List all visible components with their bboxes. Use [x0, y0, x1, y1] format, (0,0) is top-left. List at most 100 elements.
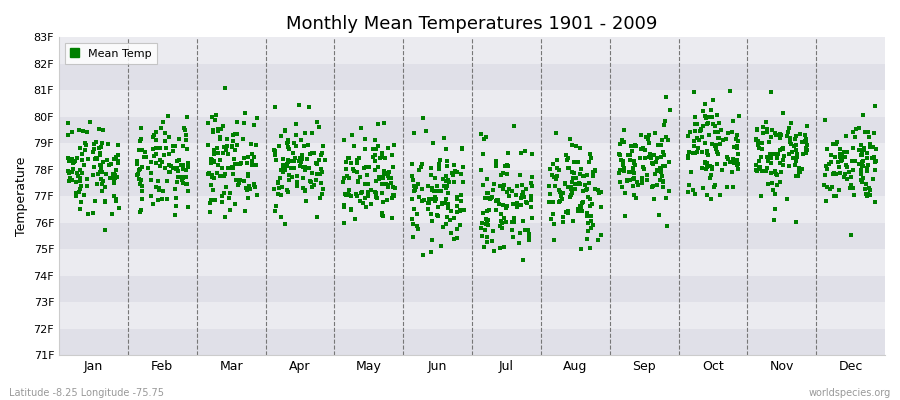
Point [519, 186, 534, 192]
Point [147, 152, 161, 159]
Point [681, 132, 696, 139]
Point [289, 143, 303, 150]
Point [681, 149, 696, 156]
Point [616, 127, 631, 133]
Point [68, 179, 83, 186]
Point [275, 184, 290, 190]
Point [205, 174, 220, 180]
Point [249, 192, 264, 198]
Point [214, 199, 229, 206]
Point [550, 165, 564, 172]
Point [73, 176, 87, 182]
Point [364, 187, 378, 194]
Point [656, 178, 670, 184]
Point [647, 152, 662, 158]
Point [851, 146, 866, 153]
Point [782, 151, 796, 158]
Point [620, 178, 634, 185]
Point [846, 185, 860, 191]
Point [780, 133, 795, 139]
Point [310, 214, 324, 220]
Point [315, 169, 329, 176]
Point [290, 182, 304, 189]
Point [368, 166, 382, 173]
Point [616, 160, 630, 166]
Point [302, 104, 316, 110]
Point [69, 170, 84, 176]
Point [838, 149, 852, 156]
Point [94, 165, 109, 171]
Point [730, 145, 744, 152]
Point [819, 184, 833, 190]
Point [849, 126, 863, 132]
Point [206, 187, 220, 193]
Point [711, 129, 725, 135]
Point [203, 200, 218, 206]
Point [517, 190, 531, 196]
Point [860, 150, 874, 157]
Point [373, 154, 387, 161]
Point [444, 208, 458, 215]
Point [752, 142, 766, 148]
Point [431, 212, 446, 219]
Point [855, 150, 869, 156]
Point [148, 129, 163, 136]
Point [798, 138, 813, 144]
Point [834, 152, 849, 158]
Point [372, 176, 386, 182]
Point [509, 204, 524, 211]
Point [237, 155, 251, 162]
Point [355, 189, 369, 196]
Point [789, 155, 804, 162]
Point [171, 174, 185, 181]
Point [298, 167, 312, 173]
Point [275, 163, 290, 170]
Point [181, 159, 195, 166]
Point [65, 168, 79, 175]
Point [405, 196, 419, 202]
Point [229, 200, 243, 207]
Point [62, 178, 77, 185]
Point [586, 173, 600, 180]
Point [159, 196, 174, 202]
Point [844, 173, 859, 180]
Point [88, 156, 103, 162]
Point [518, 199, 533, 205]
Point [726, 158, 741, 164]
Point [866, 176, 880, 182]
Point [755, 140, 770, 146]
Point [161, 113, 176, 119]
Point [554, 193, 568, 200]
Point [727, 144, 742, 150]
Point [795, 166, 809, 172]
Point [800, 142, 814, 148]
Point [436, 176, 451, 182]
Point [279, 161, 293, 168]
Point [557, 180, 572, 186]
Point [651, 142, 665, 148]
Title: Monthly Mean Temperatures 1901 - 2009: Monthly Mean Temperatures 1901 - 2009 [286, 15, 658, 33]
Point [752, 145, 766, 151]
Point [787, 143, 801, 149]
Point [613, 140, 627, 147]
Point [131, 171, 146, 178]
Point [489, 162, 503, 169]
Point [659, 94, 673, 100]
Point [156, 188, 170, 194]
Point [642, 131, 656, 138]
Point [644, 160, 659, 166]
Point [96, 159, 111, 165]
Point [212, 157, 227, 163]
Point [369, 190, 383, 196]
Point [770, 170, 784, 177]
Point [162, 161, 176, 168]
Point [549, 176, 563, 182]
Point [357, 181, 372, 187]
Point [411, 167, 426, 173]
Point [833, 151, 848, 157]
Point [201, 120, 215, 126]
Point [307, 149, 321, 156]
Point [868, 146, 883, 152]
Point [302, 150, 317, 157]
Point [761, 181, 776, 187]
